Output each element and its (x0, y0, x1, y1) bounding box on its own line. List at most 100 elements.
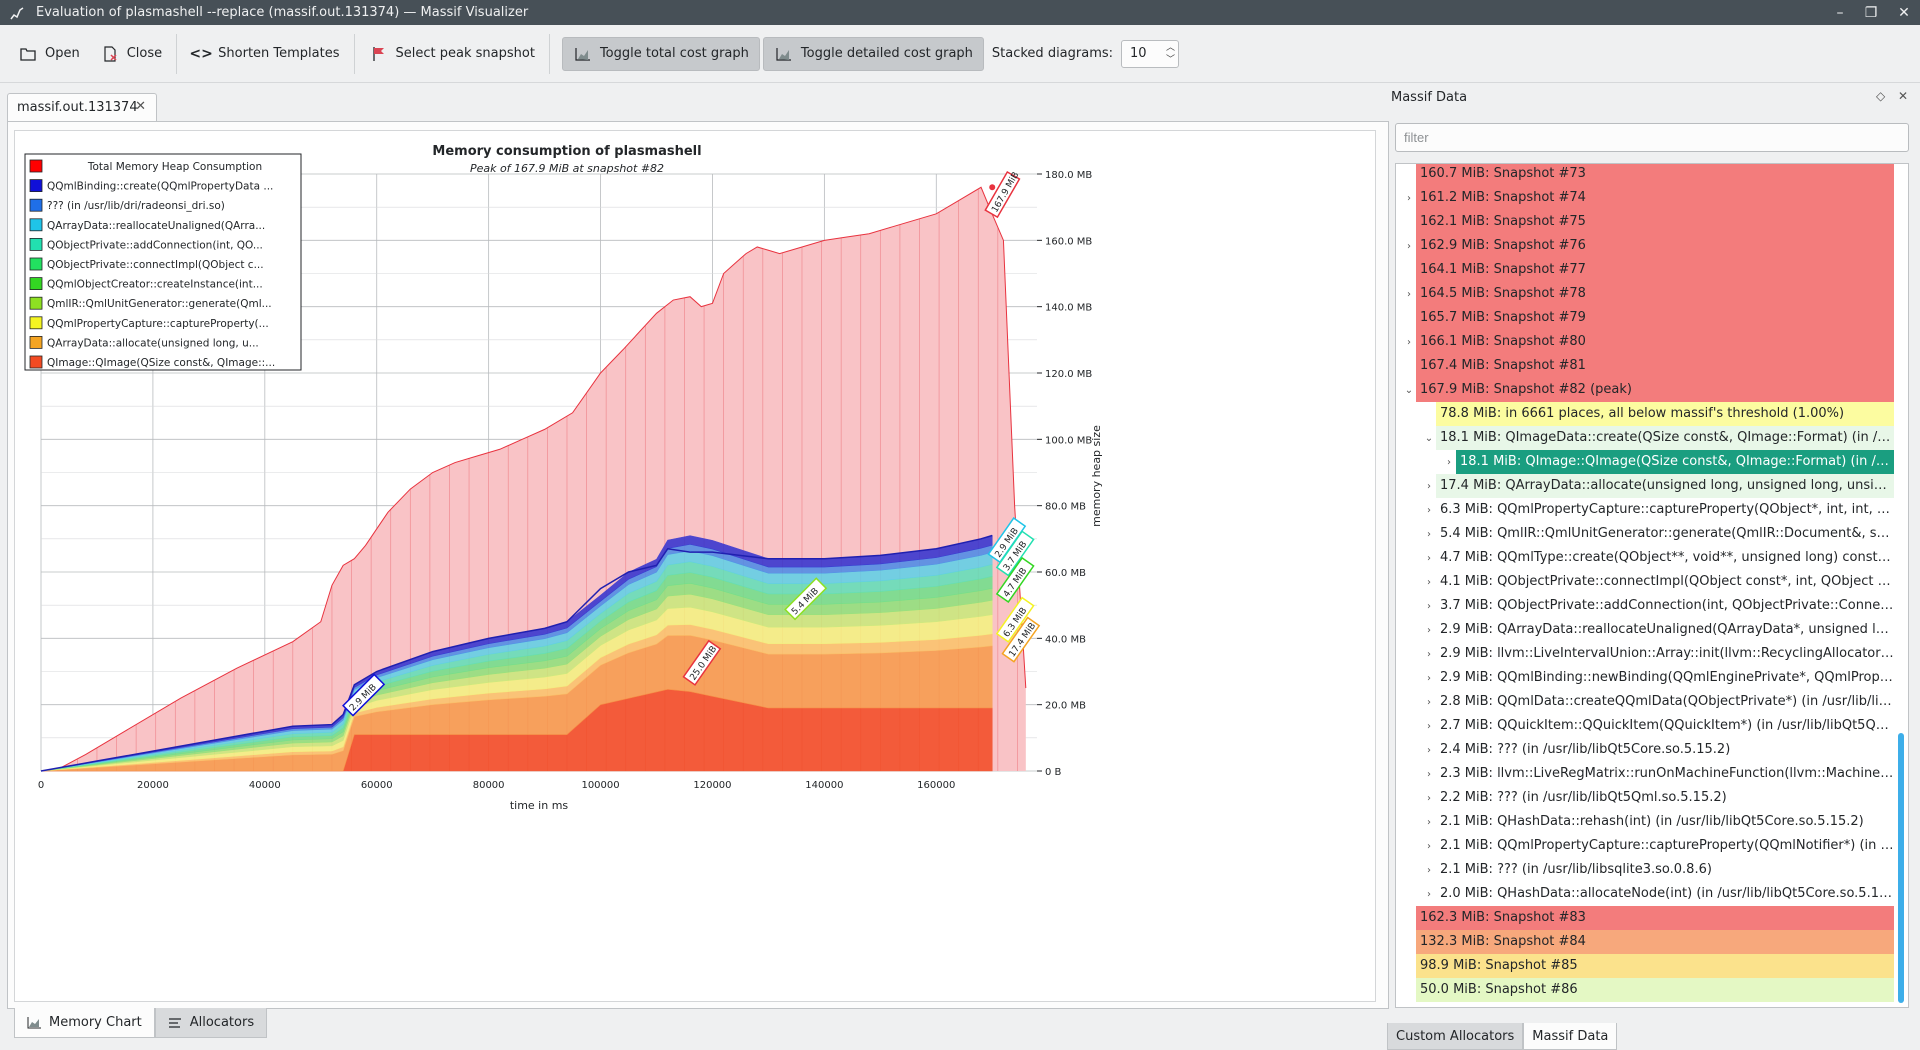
tree-row[interactable]: › 4.7 MiB: QQmlType::create(QObject**, vo… (1396, 546, 1894, 570)
chevron-right-icon[interactable]: › (1447, 456, 1451, 468)
memory-chart: Memory consumption of plasmashell Peak of… (14, 130, 1376, 1002)
tree-row[interactable]: › 17.4 MiB: QArrayData::allocate(unsigned… (1396, 474, 1894, 498)
tree-row[interactable]: 50.0 MiB: Snapshot #86 (1396, 978, 1894, 1002)
chevron-right-icon[interactable]: › (1427, 528, 1431, 540)
tree-row[interactable]: 78.8 MiB: in 6661 places, all below mass… (1396, 402, 1894, 426)
shorten-templates-button[interactable]: <> Shorten Templates (181, 37, 349, 71)
tree-row[interactable]: 162.1 MiB: Snapshot #75 (1396, 210, 1894, 234)
toggle-detailed-cost-button[interactable]: Toggle detailed cost graph (762, 36, 984, 71)
chevron-right-icon[interactable]: › (1407, 288, 1411, 300)
tree-row[interactable]: › 6.3 MiB: QQmlPropertyCapture::capturePr… (1396, 498, 1894, 522)
toggle-total-cost-button[interactable]: Toggle total cost graph (561, 36, 760, 71)
tree-row[interactable]: › 5.4 MiB: QmlIR::QmlUnitGenerator::gener… (1396, 522, 1894, 546)
tree-row-label: 18.1 MiB: QImageData::create(QSize const… (1436, 426, 1894, 450)
tree-row-selected[interactable]: › 18.1 MiB: QImage::QImage(QSize const&, … (1396, 450, 1894, 474)
close-button[interactable]: Close (90, 37, 172, 71)
tree-row[interactable]: 167.4 MiB: Snapshot #81 (1396, 354, 1894, 378)
annotation-box (984, 171, 1021, 219)
tree-row[interactable]: › 2.0 MiB: QHashData::allocateNode(int) (… (1396, 882, 1894, 906)
tree-row[interactable]: › 2.1 MiB: QHashData::rehash(int) (in /us… (1396, 810, 1894, 834)
tree-row[interactable]: › 4.1 MiB: QObjectPrivate::connectImpl(QO… (1396, 570, 1894, 594)
tree-row[interactable]: › 2.8 MiB: QQmlData::createQQmlData(QObje… (1396, 690, 1894, 714)
shorten-label: Shorten Templates (218, 46, 340, 61)
chevron-right-icon[interactable]: › (1427, 504, 1431, 516)
tree-row[interactable]: › 2.7 MiB: QQuickItem::QQuickItem(QQuickI… (1396, 714, 1894, 738)
tree-scrollbar[interactable] (1898, 733, 1904, 1003)
minimize-icon[interactable]: – (1836, 4, 1844, 21)
tree-row[interactable]: › 2.4 MiB: ??? (in /usr/lib/libQt5Core.so… (1396, 738, 1894, 762)
annotation-box (995, 556, 1035, 604)
tree-row-label: 165.7 MiB: Snapshot #79 (1416, 306, 1894, 330)
tree-row[interactable]: › 2.9 MiB: llvm::LiveIntervalUnion::Array… (1396, 642, 1894, 666)
tree-row[interactable]: 98.9 MiB: Snapshot #85 (1396, 954, 1894, 978)
y-axis-label: memory heap size (1090, 425, 1103, 527)
tree-row[interactable]: ⌄ 18.1 MiB: QImageData::create(QSize cons… (1396, 426, 1894, 450)
tree-row[interactable]: › 2.3 MiB: llvm::LiveRegMatrix::runOnMach… (1396, 762, 1894, 786)
tree-row-label: 18.1 MiB: QImage::QImage(QSize const&, Q… (1456, 450, 1894, 474)
chevron-right-icon[interactable]: › (1427, 672, 1431, 684)
app-icon (10, 6, 24, 19)
tree-row[interactable]: › 2.1 MiB: ??? (in /usr/lib/libsqlite3.so… (1396, 858, 1894, 882)
toolbar: Open Close <> Shorten Templates Select p… (0, 25, 1920, 83)
chevron-right-icon[interactable]: › (1427, 696, 1431, 708)
open-button[interactable]: Open (8, 37, 90, 71)
tab-massif-file[interactable]: massif.out.131374 ✕ (7, 93, 157, 121)
tree-row[interactable]: › 162.9 MiB: Snapshot #76 (1396, 234, 1894, 258)
tree-row[interactable]: 160.7 MiB: Snapshot #73 (1396, 164, 1894, 186)
tree-row[interactable]: › 166.1 MiB: Snapshot #80 (1396, 330, 1894, 354)
chevron-down-icon[interactable]: ⌄ (1404, 384, 1414, 396)
y-tick-label: 0 B (1045, 767, 1062, 778)
chevron-right-icon[interactable]: › (1427, 720, 1431, 732)
massif-data-tree[interactable]: 160.7 MiB: Snapshot #73 › 161.2 MiB: Snaps… (1395, 163, 1909, 1008)
chevron-right-icon[interactable]: › (1427, 792, 1431, 804)
chevron-right-icon[interactable]: › (1427, 624, 1431, 636)
stacked-diagrams-spinbox[interactable]: 10 ︿ ﹀ (1121, 39, 1180, 68)
select-peak-button[interactable]: Select peak snapshot (359, 37, 545, 71)
chevron-right-icon[interactable]: › (1407, 336, 1411, 348)
chevron-right-icon[interactable]: › (1427, 480, 1431, 492)
chevron-right-icon[interactable]: › (1427, 816, 1431, 828)
tree-row[interactable]: › 3.7 MiB: QObjectPrivate::addConnection(… (1396, 594, 1894, 618)
chevron-right-icon[interactable]: › (1427, 600, 1431, 612)
filter-input[interactable] (1395, 123, 1909, 152)
maximize-icon[interactable]: ❐ (1864, 4, 1878, 21)
tree-row[interactable]: › 164.5 MiB: Snapshot #78 (1396, 282, 1894, 306)
chevron-right-icon[interactable]: › (1427, 864, 1431, 876)
tab-custom-allocators[interactable]: Custom Allocators (1387, 1023, 1524, 1050)
tree-row[interactable]: ⌄ 167.9 MiB: Snapshot #82 (peak) (1396, 378, 1894, 402)
tree-row-label: 2.1 MiB: QQmlPropertyCapture::capturePro… (1436, 834, 1894, 858)
chevron-right-icon[interactable]: › (1427, 648, 1431, 660)
chevron-right-icon[interactable]: › (1407, 240, 1411, 252)
tree-row[interactable]: 132.3 MiB: Snapshot #84 (1396, 930, 1894, 954)
tree-row[interactable]: › 161.2 MiB: Snapshot #74 (1396, 186, 1894, 210)
chevron-right-icon[interactable]: › (1427, 744, 1431, 756)
spin-arrows-icon[interactable]: ︿ ﹀ (1166, 42, 1176, 65)
tab-allocators-label: Allocators (189, 1015, 255, 1030)
chevron-down-icon[interactable]: ⌄ (1424, 432, 1434, 444)
tree-row[interactable]: › 2.9 MiB: QQmlBinding::newBinding(QQmlEn… (1396, 666, 1894, 690)
chevron-right-icon[interactable]: › (1427, 888, 1431, 900)
tree-row[interactable]: › 2.9 MiB: QArrayData::reallocateUnaligne… (1396, 618, 1894, 642)
chevron-right-icon[interactable]: › (1427, 768, 1431, 780)
chevron-right-icon[interactable]: › (1427, 552, 1431, 564)
chevron-right-icon[interactable]: › (1427, 576, 1431, 588)
tree-row-label: 162.9 MiB: Snapshot #76 (1416, 234, 1894, 258)
tab-massif-data[interactable]: Massif Data (1523, 1023, 1618, 1050)
total-memory-line (40, 186, 1027, 772)
chevron-right-icon[interactable]: › (1407, 192, 1411, 204)
tree-row[interactable]: 165.7 MiB: Snapshot #79 (1396, 306, 1894, 330)
float-dock-icon[interactable]: ◇ (1876, 89, 1886, 103)
tree-row[interactable]: › 2.1 MiB: QQmlPropertyCapture::capturePr… (1396, 834, 1894, 858)
peak-label: Select peak snapshot (395, 46, 535, 61)
chevron-right-icon[interactable]: › (1427, 840, 1431, 852)
close-tab-icon[interactable]: ✕ (135, 99, 146, 114)
tab-memory-chart[interactable]: Memory Chart (14, 1008, 155, 1038)
chart-icon (27, 1016, 41, 1029)
tree-row[interactable]: 164.1 MiB: Snapshot #77 (1396, 258, 1894, 282)
tab-allocators[interactable]: Allocators (154, 1008, 268, 1038)
tree-row[interactable]: 162.3 MiB: Snapshot #83 (1396, 906, 1894, 930)
close-window-icon[interactable]: ✕ (1898, 4, 1910, 21)
close-dock-icon[interactable]: ✕ (1898, 89, 1909, 103)
annotation-box (342, 673, 386, 717)
tree-row[interactable]: › 2.2 MiB: ??? (in /usr/lib/libQt5Qml.so.… (1396, 786, 1894, 810)
